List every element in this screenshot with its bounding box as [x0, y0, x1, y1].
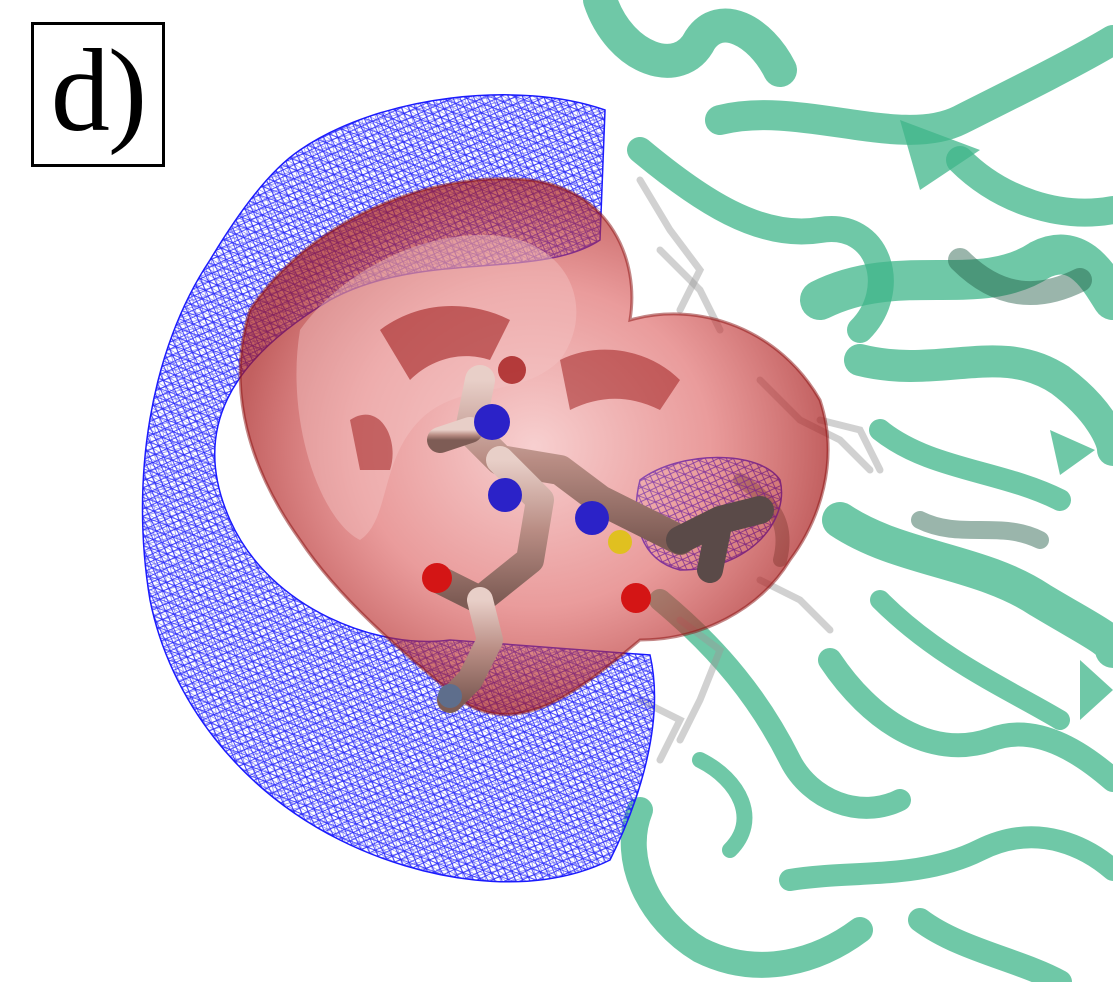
panel-label-text: d) — [50, 24, 147, 156]
protein-ribbons — [583, 0, 1113, 982]
panel-label: d) — [31, 22, 165, 167]
protein-arrows — [900, 120, 1113, 720]
red-pocket-surface — [238, 177, 830, 717]
ligand-atoms — [422, 356, 651, 708]
